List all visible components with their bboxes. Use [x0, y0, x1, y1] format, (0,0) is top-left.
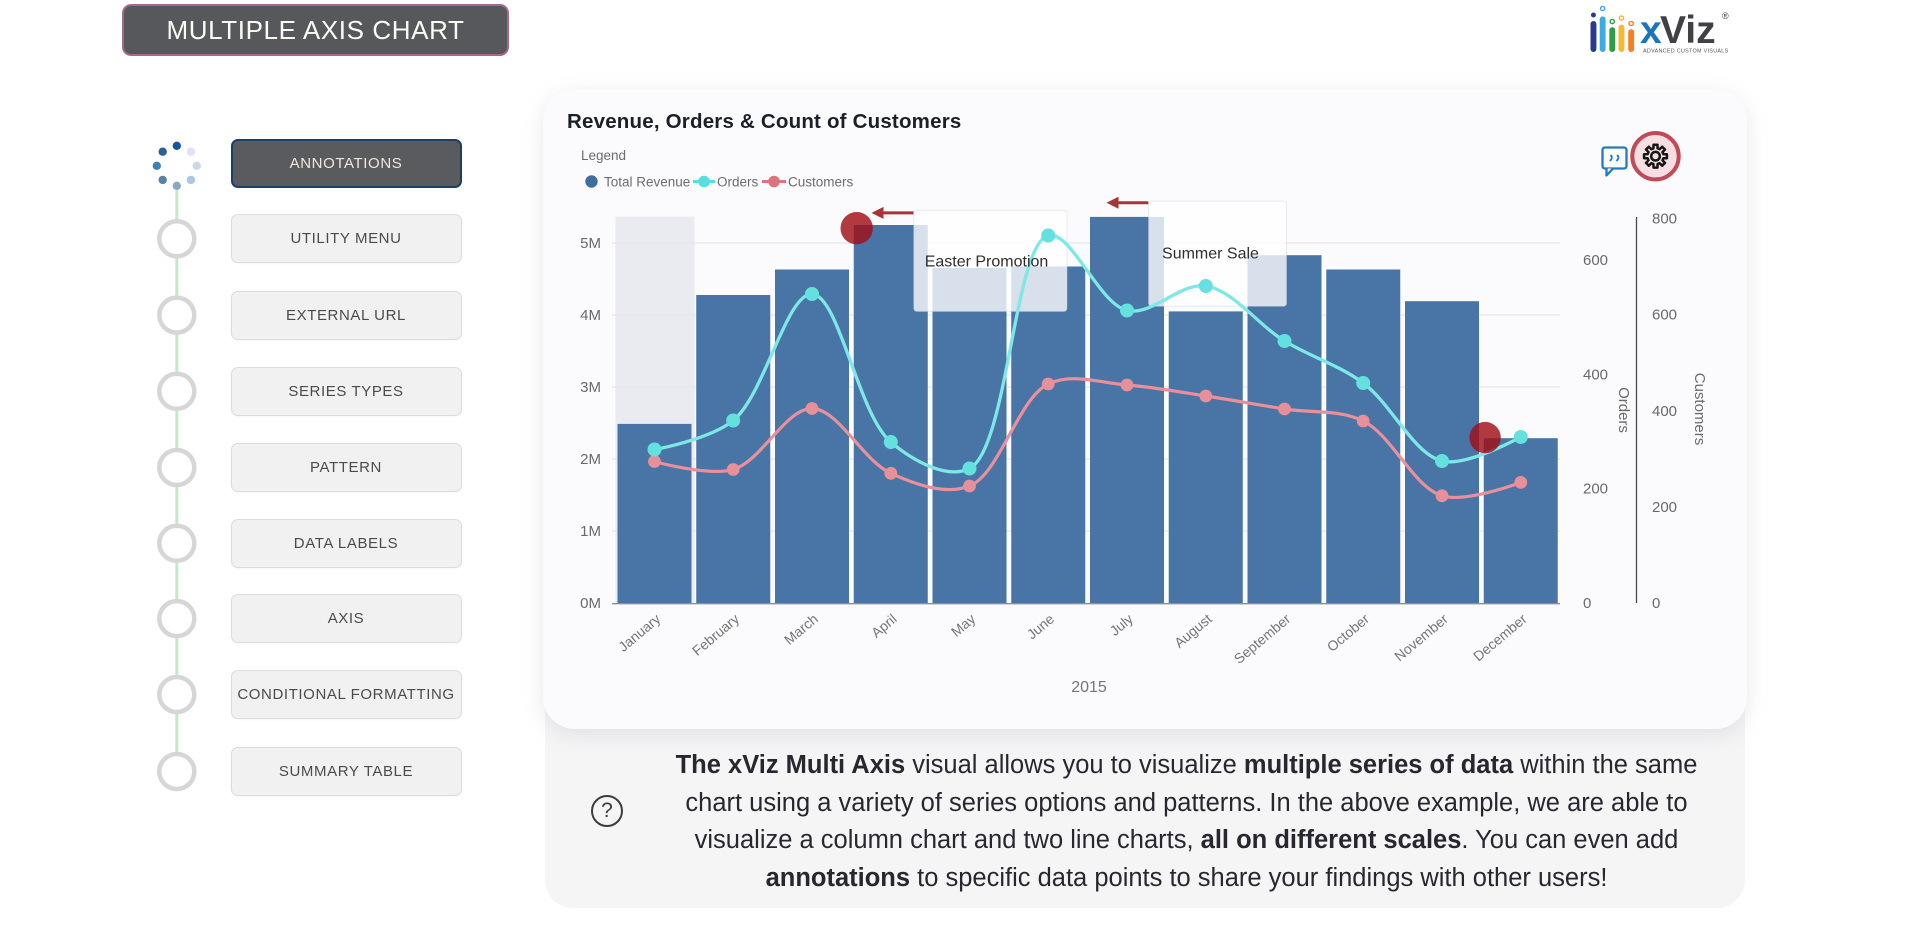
svg-text:0: 0 [1652, 595, 1660, 612]
svg-text:5M: 5M [580, 235, 601, 252]
svg-text:Customers: Customers [1691, 373, 1708, 446]
svg-text:March: March [781, 611, 821, 648]
svg-text:September: September [1231, 610, 1294, 666]
svg-text:Customers: Customers [788, 175, 854, 190]
svg-text:200: 200 [1583, 481, 1608, 498]
svg-text:4M: 4M [580, 307, 601, 324]
svg-text:February: February [689, 611, 742, 659]
svg-text:October: October [1324, 610, 1373, 654]
svg-text:June: June [1024, 610, 1058, 642]
svg-text:July: July [1107, 611, 1136, 639]
svg-text:April: April [868, 611, 900, 641]
svg-text:400: 400 [1583, 366, 1608, 383]
svg-text:Viz: Viz [1660, 9, 1716, 52]
svg-text:Summer Sale: Summer Sale [1162, 246, 1259, 263]
svg-text:2M: 2M [580, 451, 601, 468]
svg-text:Easter Promotion: Easter Promotion [925, 254, 1049, 271]
svg-text:May: May [948, 611, 979, 640]
svg-text:200: 200 [1652, 499, 1677, 516]
svg-text:1M: 1M [580, 523, 601, 540]
svg-text:2015: 2015 [1071, 679, 1107, 696]
svg-text:0: 0 [1583, 595, 1591, 612]
svg-text:Orders: Orders [717, 175, 759, 190]
svg-text:December: December [1470, 610, 1530, 664]
svg-text:3M: 3M [580, 379, 601, 396]
svg-text:x: x [1640, 9, 1662, 52]
svg-text:800: 800 [1652, 211, 1677, 228]
svg-text:Total Revenue: Total Revenue [604, 175, 690, 190]
svg-text:®: ® [1722, 11, 1729, 21]
svg-text:January: January [615, 611, 663, 655]
svg-text:Legend: Legend [581, 148, 626, 163]
svg-text:0M: 0M [580, 595, 601, 612]
svg-text:600: 600 [1652, 307, 1677, 324]
svg-text:November: November [1391, 610, 1451, 664]
svg-text:600: 600 [1583, 252, 1608, 269]
svg-text:400: 400 [1652, 403, 1677, 420]
svg-text:Orders: Orders [1615, 387, 1632, 433]
svg-text:Revenue, Orders & Count of Cus: Revenue, Orders & Count of Customers [567, 110, 962, 133]
svg-text:ADVANCED CUSTOM VISUALS: ADVANCED CUSTOM VISUALS [1643, 49, 1729, 55]
svg-text:August: August [1171, 610, 1215, 650]
